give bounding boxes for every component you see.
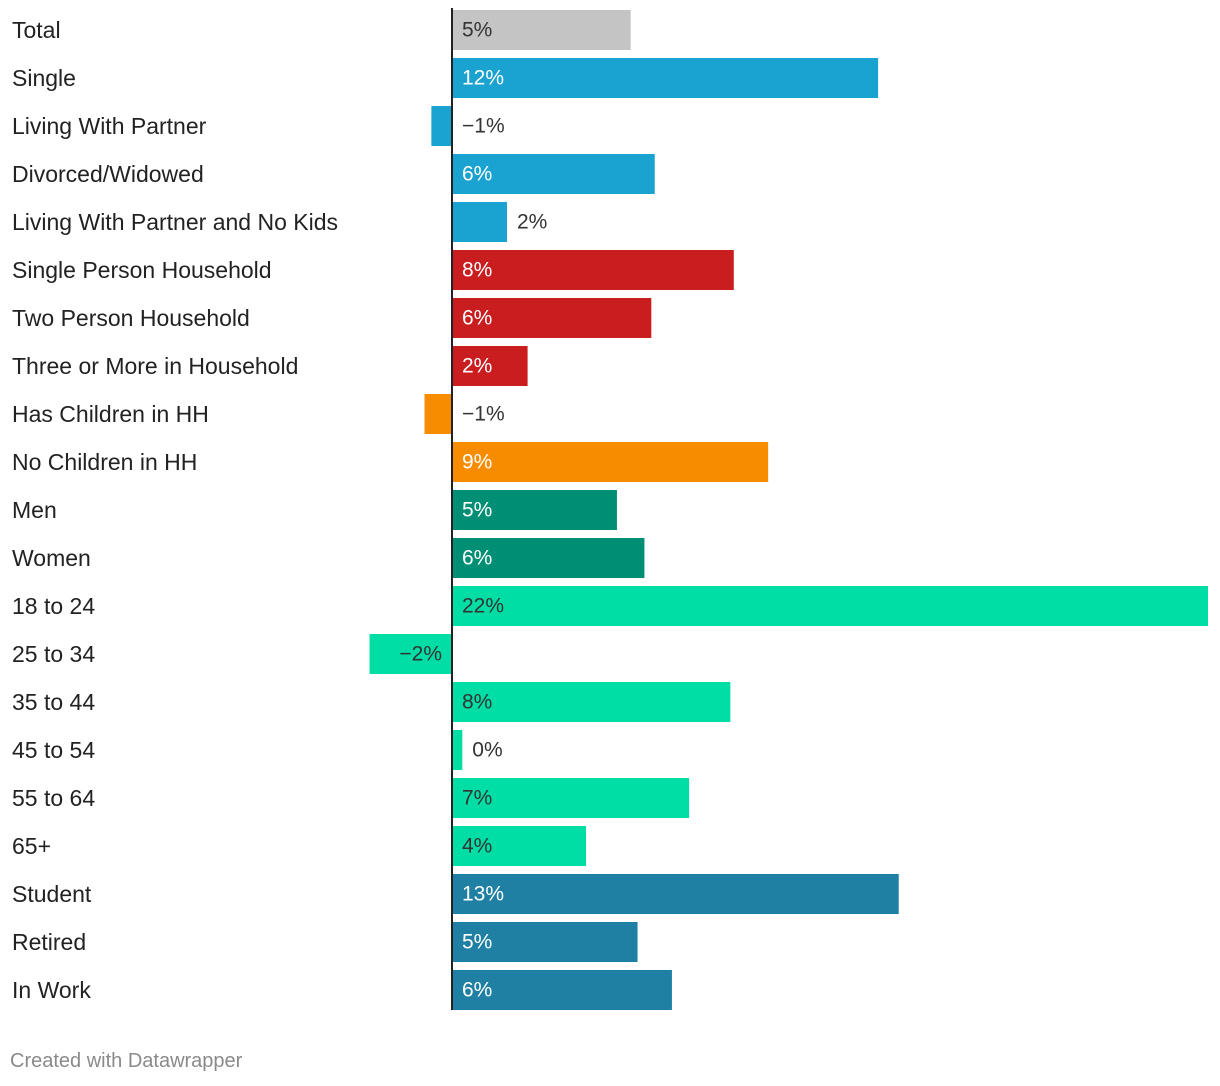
bar-student <box>452 874 899 914</box>
value-label-living-with-partner-and-no-kids: 2% <box>517 211 547 234</box>
bar-two-person-household <box>452 298 652 338</box>
bar-25-to-34 <box>369 634 452 674</box>
category-label-single-person-household: Single Person Household <box>12 257 272 283</box>
value-label-18-to-24: 22% <box>462 595 504 618</box>
category-label-living-with-partner-and-no-kids: Living With Partner and No Kids <box>12 209 338 235</box>
value-label-single: 12% <box>462 67 504 90</box>
value-label-55-to-64: 7% <box>462 787 492 810</box>
bar-55-to-64 <box>452 778 690 818</box>
value-label-retired: 5% <box>462 931 492 954</box>
category-label-65: 65+ <box>12 833 51 859</box>
value-label-in-work: 6% <box>462 979 492 1002</box>
category-label-two-person-household: Two Person Household <box>12 305 250 331</box>
value-label-student: 13% <box>462 883 504 906</box>
category-label-55-to-64: 55 to 64 <box>12 785 95 811</box>
bar-total <box>452 10 631 50</box>
bar-living-with-partner <box>431 106 452 146</box>
category-label-in-work: In Work <box>12 977 91 1003</box>
bar-45-to-54 <box>452 730 463 770</box>
value-label-single-person-household: 8% <box>462 259 492 282</box>
bar-retired <box>452 922 638 962</box>
value-label-total: 5% <box>462 19 492 42</box>
bar-65 <box>452 826 587 866</box>
category-label-18-to-24: 18 to 24 <box>12 593 95 619</box>
value-label-no-children-in-hh: 9% <box>462 451 492 474</box>
footer-credit: Created with Datawrapper <box>10 1050 243 1072</box>
bar-living-with-partner-and-no-kids <box>452 202 507 242</box>
bar-chart: Total 5% Single 12% Living With Partner −1% Di… <box>12 8 1208 1010</box>
value-label-men: 5% <box>462 499 492 522</box>
value-label-three-or-more-in-household: 2% <box>462 355 492 378</box>
bar-divorced-widowed <box>452 154 655 194</box>
category-label-three-or-more-in-household: Three or More in Household <box>12 353 298 379</box>
value-label-45-to-54: 0% <box>472 739 502 762</box>
bar-women <box>452 538 645 578</box>
category-label-35-to-44: 35 to 44 <box>12 689 95 715</box>
bar-men <box>452 490 617 530</box>
bar-35-to-44 <box>452 682 731 722</box>
value-label-living-with-partner: −1% <box>462 115 505 138</box>
value-label-divorced-widowed: 6% <box>462 163 492 186</box>
category-label-living-with-partner: Living With Partner <box>12 113 207 139</box>
value-label-25-to-34: −2% <box>399 643 442 666</box>
bar-has-children-in-hh <box>424 394 452 434</box>
bar-in-work <box>452 970 672 1010</box>
value-label-women: 6% <box>462 547 492 570</box>
category-label-single: Single <box>12 65 76 91</box>
bar-18-to-24 <box>452 586 1208 626</box>
category-label-45-to-54: 45 to 54 <box>12 737 95 763</box>
bar-three-or-more-in-household <box>452 346 528 386</box>
category-label-total: Total <box>12 17 61 43</box>
category-label-men: Men <box>12 497 57 523</box>
value-label-65: 4% <box>462 835 492 858</box>
category-label-no-children-in-hh: No Children in HH <box>12 449 197 475</box>
category-label-has-children-in-hh: Has Children in HH <box>12 401 209 427</box>
value-label-two-person-household: 6% <box>462 307 492 330</box>
category-label-women: Women <box>12 545 91 571</box>
bar-single <box>452 58 879 98</box>
bar-no-children-in-hh <box>452 442 769 482</box>
value-label-has-children-in-hh: −1% <box>462 403 505 426</box>
bar-single-person-household <box>452 250 734 290</box>
category-label-student: Student <box>12 881 92 907</box>
category-label-25-to-34: 25 to 34 <box>12 641 95 667</box>
value-label-35-to-44: 8% <box>462 691 492 714</box>
category-label-divorced-widowed: Divorced/Widowed <box>12 161 204 187</box>
category-label-retired: Retired <box>12 929 86 955</box>
